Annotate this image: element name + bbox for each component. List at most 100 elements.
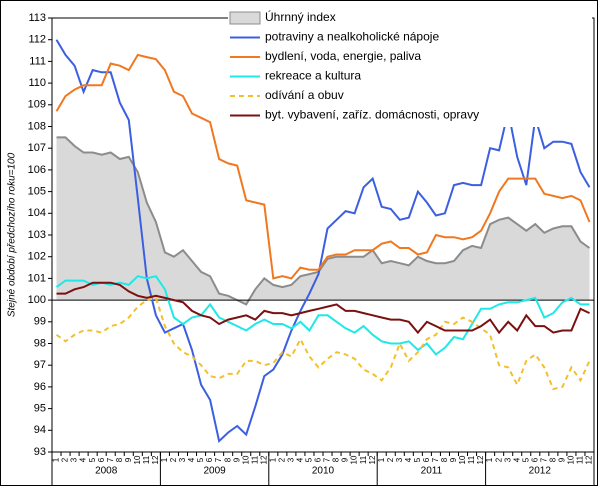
x-tick-label: 7 — [106, 457, 115, 462]
x-tick-label: 7 — [323, 457, 332, 462]
x-tick-label: 1 — [377, 457, 386, 462]
x-tick-label: 3 — [286, 457, 295, 462]
x-tick-label: 7 — [539, 457, 548, 462]
x-tick-label: 2 — [494, 457, 503, 462]
x-tick-label: 6 — [314, 457, 323, 462]
x-tick-label: 3 — [178, 457, 187, 462]
x-tick-label: 4 — [512, 457, 521, 462]
y-tick-label: 112 — [28, 34, 46, 46]
x-tick-label: 10 — [133, 455, 142, 464]
x-tick-label: 11 — [142, 455, 151, 464]
legend-label: rekreace a kultura — [265, 69, 361, 83]
y-tick-label: 111 — [29, 55, 46, 67]
legend-box — [228, 8, 592, 127]
y-tick-label: 106 — [28, 164, 46, 176]
legend-swatch — [229, 11, 261, 25]
year-label: 2008 — [95, 466, 118, 477]
x-tick-label: 9 — [557, 457, 566, 462]
line — [55, 296, 591, 391]
x-tick-label: 11 — [467, 455, 476, 464]
x-tick-label: 9 — [449, 457, 458, 462]
y-tick-label: 98 — [34, 337, 46, 349]
area — [56, 137, 590, 305]
x-tick-label: 12 — [368, 455, 377, 464]
y-tick-label: 105 — [28, 186, 46, 198]
legend-label: bydlení, voda, energie, paliva — [265, 49, 421, 63]
x-tick-label: 9 — [232, 457, 241, 462]
x-tick-label: 4 — [79, 457, 88, 462]
y-tick-label: 95 — [34, 403, 46, 415]
x-tick-label: 6 — [205, 457, 214, 462]
x-tick-label: 11 — [359, 455, 368, 464]
x-tick-label: 6 — [422, 457, 431, 462]
y-tick-label: 113 — [28, 12, 46, 24]
x-tick-label: 7 — [214, 457, 223, 462]
year-label: 2009 — [203, 466, 226, 477]
x-tick-label: 8 — [440, 457, 449, 462]
y-tick-label: 110 — [28, 77, 46, 89]
x-tick-label: 1 — [485, 457, 494, 462]
line — [55, 39, 591, 444]
x-tick-label: 10 — [350, 455, 359, 464]
x-tick-label: 12 — [151, 455, 160, 464]
y-axis-label: Stejné období předchozího roku=100 — [7, 152, 18, 317]
x-tick-label: 10 — [241, 455, 250, 464]
x-tick-label: 5 — [88, 457, 97, 462]
x-tick-label: 4 — [404, 457, 413, 462]
y-tick-label: 102 — [28, 251, 46, 263]
y-tick-label: 107 — [28, 142, 46, 154]
y-tick-label: 96 — [34, 381, 46, 393]
x-tick-label: 1 — [160, 457, 169, 462]
x-tick-label: 6 — [530, 457, 539, 462]
y-tick-label: 103 — [28, 229, 46, 241]
y-tick-label: 100 — [28, 294, 46, 306]
x-tick-label: 2 — [169, 457, 178, 462]
x-tick-label: 5 — [196, 457, 205, 462]
year-label: 2010 — [312, 466, 335, 477]
x-tick-label: 11 — [250, 455, 259, 464]
x-tick-label: 5 — [521, 457, 530, 462]
x-tick-label: 10 — [458, 455, 467, 464]
y-tick-label: 97 — [34, 359, 46, 371]
x-tick-label: 8 — [548, 457, 557, 462]
x-tick-label: 3 — [395, 457, 404, 462]
x-tick-label: 2 — [277, 457, 286, 462]
x-tick-label: 4 — [187, 457, 196, 462]
line — [56, 281, 590, 335]
x-tick-label: 5 — [305, 457, 314, 462]
y-tick-label: 109 — [28, 99, 46, 111]
x-tick-label: 4 — [296, 457, 305, 462]
x-tick-label: 6 — [97, 457, 106, 462]
x-tick-label: 8 — [332, 457, 341, 462]
x-tick-label: 8 — [223, 457, 232, 462]
legend-label: odívání a obuv — [265, 88, 344, 102]
y-tick-label: 99 — [34, 316, 46, 328]
x-tick-label: 10 — [567, 455, 576, 464]
y-tick-label: 94 — [34, 424, 46, 436]
line — [55, 275, 590, 356]
x-tick-label: 9 — [341, 457, 350, 462]
x-tick-label: 8 — [115, 457, 124, 462]
x-tick-label: 5 — [413, 457, 422, 462]
year-label: 2011 — [421, 466, 443, 477]
y-tick-label: 101 — [28, 272, 46, 284]
x-tick-label: 9 — [124, 457, 133, 462]
legend-label: byt. vybavení, zaříz. domácnosti, opravy — [265, 108, 479, 122]
year-label: 2012 — [529, 466, 552, 477]
legend-label: potraviny a nealkoholické nápoje — [265, 30, 439, 44]
x-tick-label: 11 — [576, 455, 585, 464]
x-tick-label: 3 — [503, 457, 512, 462]
x-tick-label: 7 — [431, 457, 440, 462]
x-tick-label: 12 — [259, 455, 268, 464]
x-tick-label: 2 — [61, 457, 70, 462]
y-tick-label: 93 — [34, 446, 46, 458]
y-tick-label: 108 — [28, 120, 46, 132]
x-tick-label: 3 — [70, 457, 79, 462]
y-tick-label: 104 — [28, 207, 46, 219]
x-tick-label: 12 — [476, 455, 485, 464]
legend-label: Úhrnný index — [265, 9, 336, 24]
x-tick-label: 2 — [386, 457, 395, 462]
area-line — [56, 136, 591, 306]
line — [55, 53, 591, 280]
